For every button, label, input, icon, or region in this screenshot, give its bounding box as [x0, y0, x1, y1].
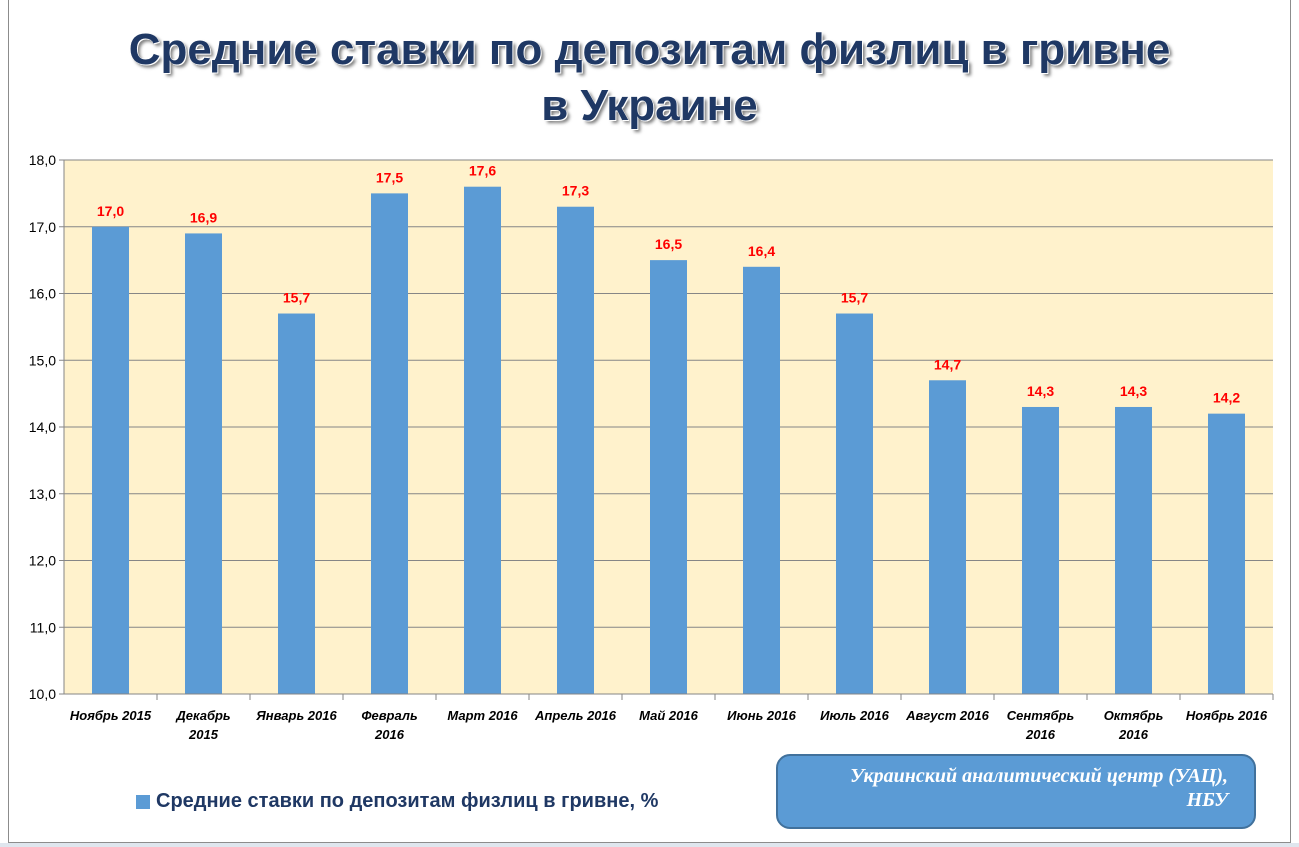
bar [743, 266, 780, 694]
data-label: 16,5 [655, 236, 682, 252]
data-label: 14,3 [1120, 383, 1147, 399]
data-label: 14,3 [1027, 383, 1054, 399]
legend-swatch [136, 794, 150, 809]
bar [92, 226, 129, 694]
bar [557, 206, 594, 694]
legend: Средние ставки по депозитам физлиц в гри… [136, 790, 658, 813]
data-label: 17,5 [376, 169, 403, 185]
data-label: 17,6 [469, 163, 496, 179]
source-note: Украинский аналитический центр (УАЦ), НБ… [776, 754, 1256, 829]
y-tick-label: 13,0 [29, 486, 56, 502]
x-tick-label: Октябрь 2016 [1103, 708, 1164, 742]
bar [1022, 406, 1059, 694]
x-tick-label: Август 2016 [906, 708, 989, 723]
source-line1: Украинский аналитический центр (УАЦ), [850, 765, 1228, 787]
bar [929, 380, 966, 694]
x-tick-label: Июнь 2016 [727, 708, 796, 723]
x-tick-label: Март 2016 [447, 708, 518, 723]
data-label: 17,0 [97, 203, 124, 219]
chart-title-line1: Средние ставки по депозитам физлиц в гри… [128, 25, 1171, 74]
y-tick-label: 16,0 [29, 286, 56, 302]
data-label: 16,9 [190, 209, 217, 225]
bar [185, 233, 222, 695]
x-tick-label: Сентябрь 2016 [1006, 708, 1075, 742]
legend-label: Средние ставки по депозитам физлиц в гри… [156, 790, 659, 812]
bar [1115, 406, 1152, 694]
x-tick-label: Ноябрь 2016 [1185, 708, 1268, 723]
x-tick-label: Апрель 2016 [535, 708, 616, 723]
chart-title: Средние ставки по депозитам физлиц в гри… [0, 22, 1299, 134]
y-tick-label: 14,0 [29, 419, 56, 435]
y-tick-label: 15,0 [29, 352, 56, 368]
x-tick-label: Июль 2016 [820, 708, 889, 723]
bar [278, 313, 315, 694]
sheet-tabs-strip [0, 843, 1299, 847]
data-label: 15,7 [283, 290, 310, 306]
bar [464, 186, 501, 694]
chart-title-line2: в Украине [541, 81, 758, 130]
x-tick-label: Январь 2016 [256, 708, 337, 723]
data-label: 16,4 [748, 243, 775, 259]
y-tick-label: 10,0 [29, 686, 56, 702]
x-tick-label: Декабрь 2015 [176, 708, 231, 742]
bar [836, 313, 873, 694]
bar [650, 260, 687, 694]
bar [371, 193, 408, 694]
x-tick-label: Февраль 2016 [361, 708, 418, 742]
x-tick-label: Ноябрь 2015 [69, 708, 152, 723]
source-line2: НБУ [1186, 789, 1228, 811]
y-tick-label: 17,0 [29, 219, 56, 235]
data-label: 15,7 [841, 290, 868, 306]
y-tick-label: 18,0 [29, 152, 56, 168]
data-label: 14,2 [1213, 390, 1240, 406]
bar [1208, 413, 1245, 694]
x-tick-label: Май 2016 [639, 708, 698, 723]
data-label: 14,7 [934, 356, 961, 372]
y-tick-label: 11,0 [30, 619, 56, 635]
data-label: 17,3 [562, 183, 589, 199]
y-tick-label: 12,0 [29, 553, 56, 569]
